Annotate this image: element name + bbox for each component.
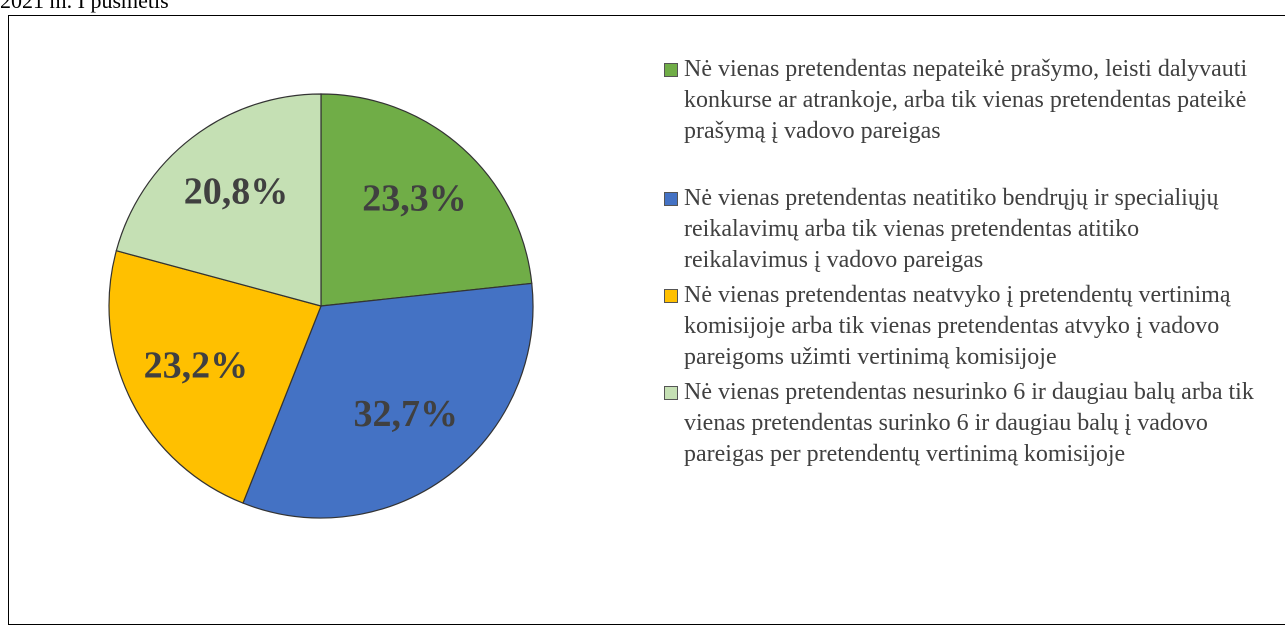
legend-entry: Nė vienas pretendentas neatvyko į preten… xyxy=(664,280,1264,373)
legend-entry: Nė vienas pretendentas nepateikė prašymo… xyxy=(664,54,1264,147)
data-label: 32,7% xyxy=(353,393,458,435)
legend-swatch xyxy=(664,192,678,206)
legend-entry: Nė vienas pretendentas nesurinko 6 ir da… xyxy=(664,377,1264,470)
pie-slice xyxy=(108,249,322,504)
legend-entry: Nė vienas pretendentas neatitiko bendrųj… xyxy=(664,183,1264,276)
pie-slice xyxy=(242,282,534,519)
data-label: 23,3% xyxy=(362,178,467,220)
pie-slice xyxy=(115,93,322,307)
legend: Nė vienas pretendentas nepateikė prašymo… xyxy=(664,54,1264,470)
data-label: 23,2% xyxy=(144,344,249,386)
legend-swatch xyxy=(664,386,678,400)
legend-swatch xyxy=(664,289,678,303)
legend-label: Nė vienas pretendentas neatitiko bendrųj… xyxy=(684,185,1219,273)
data-label: 20,8% xyxy=(184,171,289,213)
legend-label: Nė vienas pretendentas nesurinko 6 ir da… xyxy=(684,379,1254,467)
legend-label: Nė vienas pretendentas nepateikė prašymo… xyxy=(684,56,1248,144)
legend-swatch xyxy=(664,63,678,77)
chart: 23,3% 32,7% 23,2% 20,8% xyxy=(108,93,534,519)
chart-title: 2021 m. I pusmetis xyxy=(0,0,169,13)
pie-slice xyxy=(320,93,533,307)
legend-label: Nė vienas pretendentas neatvyko į preten… xyxy=(684,282,1231,370)
